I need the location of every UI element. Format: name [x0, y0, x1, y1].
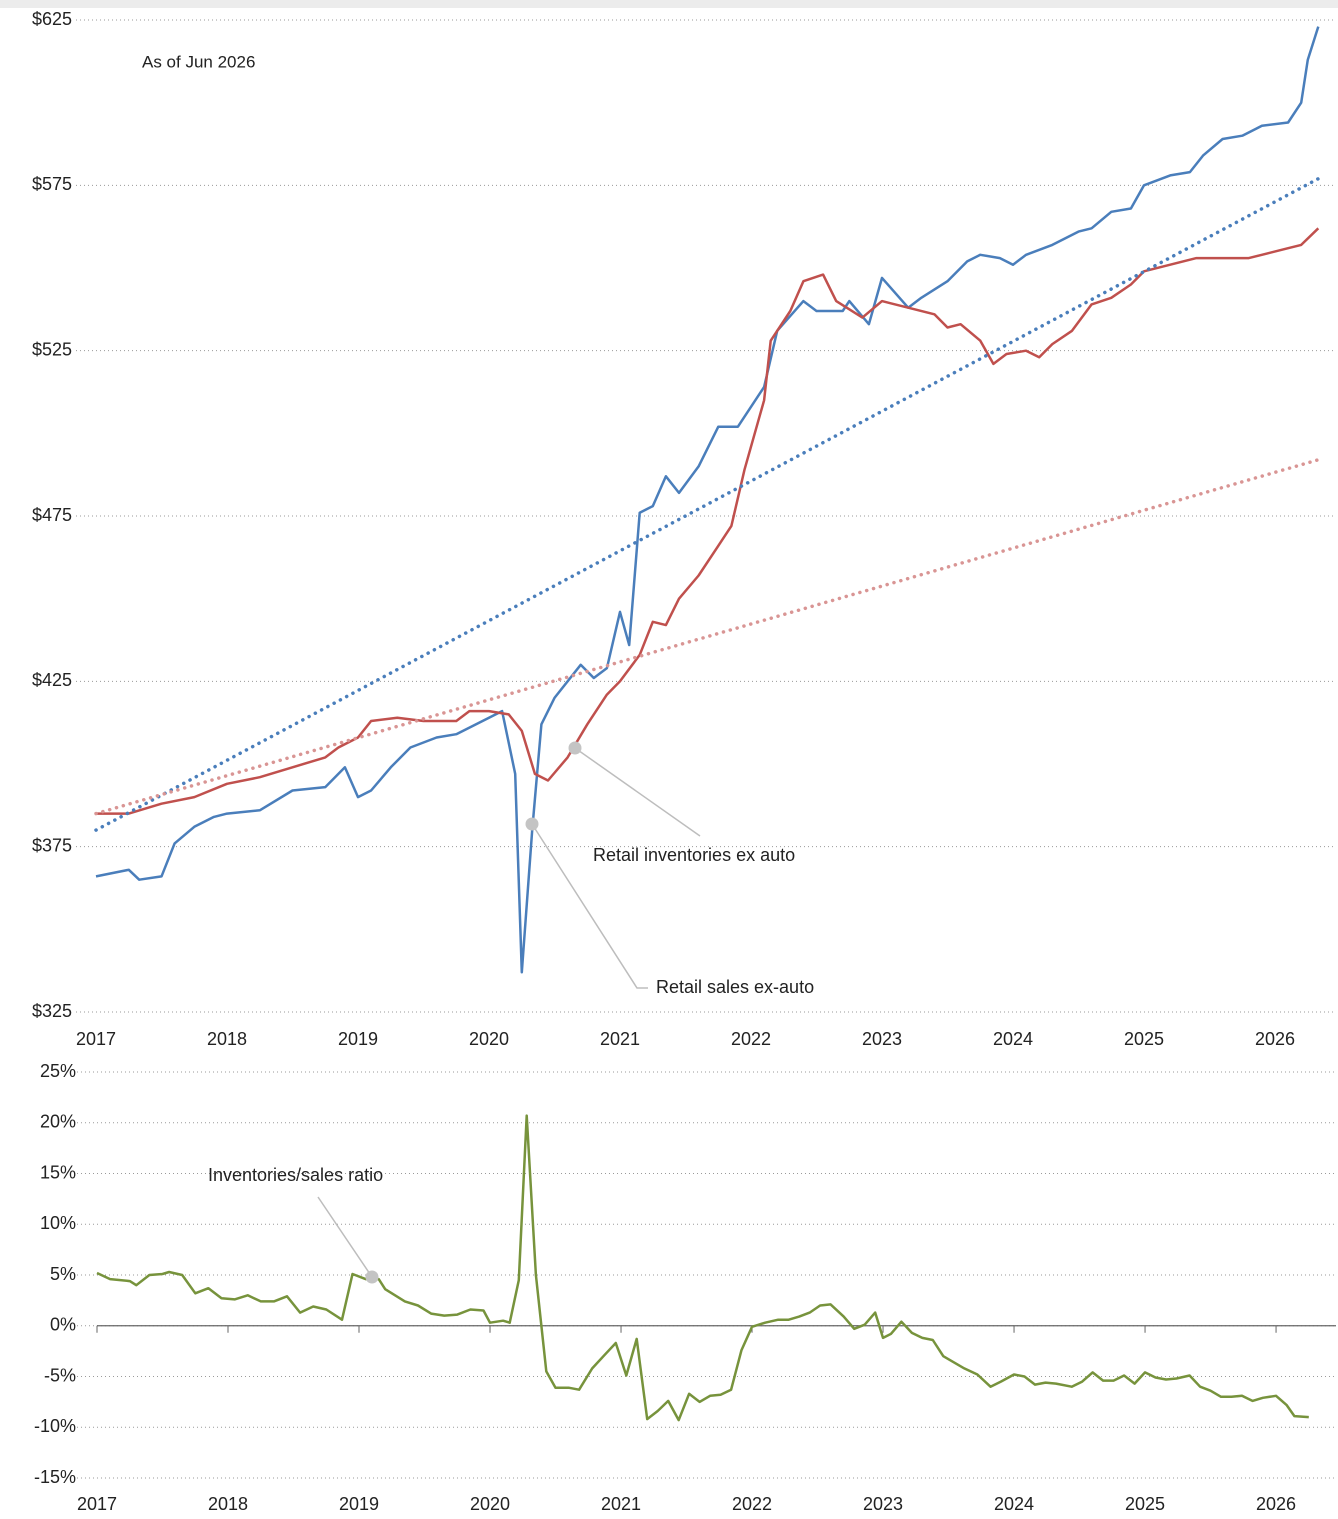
y-tick-label: $325 [32, 1001, 72, 1021]
leader-line [574, 747, 701, 837]
y-tick-label: 25% [40, 1061, 76, 1081]
y-tick-label: 20% [40, 1112, 76, 1132]
leader-dot [568, 741, 582, 755]
series-line [95, 26, 1320, 974]
y-tick-label: $425 [32, 670, 72, 690]
y-tick-label: -15% [34, 1467, 76, 1487]
x-tick-label: 2023 [863, 1494, 903, 1514]
y-tick-label: 0% [50, 1315, 76, 1335]
leader-line [317, 1196, 373, 1278]
y-tick-label: 5% [50, 1264, 76, 1284]
x-tick-label: 2017 [77, 1494, 117, 1514]
x-tick-label: 2021 [600, 1029, 640, 1049]
x-tick-label: 2026 [1255, 1029, 1295, 1049]
series-label: Retail inventories ex auto [593, 845, 795, 865]
annotation: As of Jun 2026 [142, 52, 255, 71]
x-tick-label: 2021 [601, 1494, 641, 1514]
x-tick-label: 2018 [208, 1494, 248, 1514]
series-line [96, 227, 1320, 815]
leader-line [531, 823, 648, 989]
x-tick-label: 2019 [338, 1029, 378, 1049]
series-label: Inventories/sales ratio [208, 1165, 383, 1185]
y-tick-label: 15% [40, 1162, 76, 1182]
series-line [96, 1114, 1309, 1422]
y-tick-label: -5% [44, 1365, 76, 1385]
x-tick-label: 2020 [469, 1029, 509, 1049]
y-tick-label: $525 [32, 339, 72, 359]
y-tick-label: $625 [32, 9, 72, 29]
y-tick-label: $575 [32, 174, 72, 194]
x-tick-label: 2020 [470, 1494, 510, 1514]
trend-line [94, 176, 1321, 832]
x-tick-label: 2017 [76, 1029, 116, 1049]
x-tick-label: 2026 [1256, 1494, 1296, 1514]
x-tick-label: 2019 [339, 1494, 379, 1514]
y-tick-label: $375 [32, 835, 72, 855]
leader-dot [365, 1270, 379, 1284]
y-tick-label: -10% [34, 1416, 76, 1436]
top-strip [0, 0, 1338, 8]
x-tick-label: 2025 [1125, 1494, 1165, 1514]
x-tick-label: 2022 [732, 1494, 772, 1514]
y-tick-label: $475 [32, 505, 72, 525]
y-tick-label: 10% [40, 1213, 76, 1233]
x-tick-label: 2025 [1124, 1029, 1164, 1049]
x-tick-label: 2024 [994, 1494, 1034, 1514]
x-tick-label: 2023 [862, 1029, 902, 1049]
trend-line [94, 458, 1321, 816]
x-tick-label: 2022 [731, 1029, 771, 1049]
series-label: Retail sales ex-auto [656, 977, 814, 997]
leader-dot [525, 817, 539, 831]
x-tick-label: 2018 [207, 1029, 247, 1049]
x-tick-label: 2024 [993, 1029, 1033, 1049]
